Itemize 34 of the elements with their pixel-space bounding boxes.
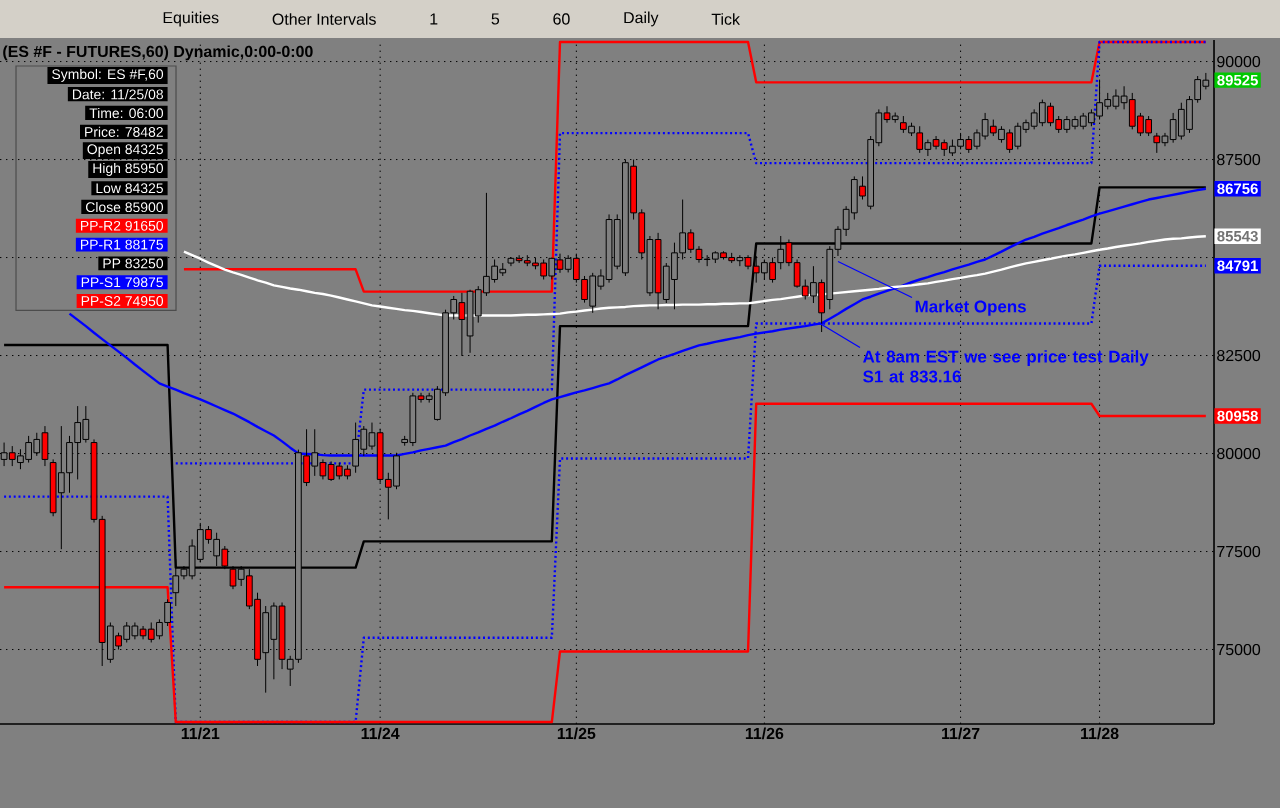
candlestick [556, 253, 564, 274]
candlestick [466, 289, 474, 354]
candlestick [622, 159, 629, 277]
candlestick [139, 625, 147, 640]
candlestick [924, 139, 932, 157]
candlestick [327, 460, 335, 482]
candlestick [49, 458, 57, 517]
candlestick [932, 135, 940, 150]
candlestick [74, 405, 82, 480]
candlestick [981, 112, 989, 141]
candlestick [728, 252, 736, 264]
candlestick [1071, 115, 1079, 130]
annotation: Market Opens [915, 300, 1026, 316]
candlestick [499, 262, 507, 277]
candlestick [319, 458, 327, 480]
candlestick [57, 425, 65, 550]
candlestick [1063, 115, 1071, 134]
candlestick [752, 255, 760, 284]
candlestick [82, 405, 90, 444]
candlestick [1112, 88, 1120, 110]
candlestick [998, 125, 1005, 144]
candlestick [654, 232, 662, 310]
candlestick [769, 257, 776, 284]
candlestick [41, 425, 49, 467]
candlestick [376, 428, 384, 484]
annotation: At 8am EST we see price test Daily S1 at 833.16 [863, 350, 1149, 383]
candlestick [605, 213, 613, 284]
candlestick [1153, 132, 1161, 154]
candlestick [311, 428, 319, 477]
candlestick [736, 254, 744, 267]
candlestick [1169, 112, 1177, 144]
candlestick [25, 435, 32, 464]
candlestick [744, 254, 752, 270]
candlestick [131, 621, 139, 640]
